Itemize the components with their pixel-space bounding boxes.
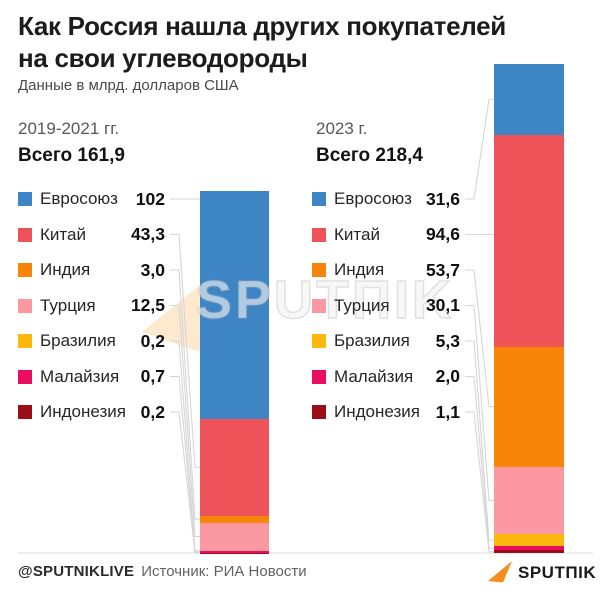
legend-label: Китай: [40, 224, 86, 244]
legend-label: Малайзия: [40, 366, 120, 386]
bar-segment: [494, 134, 564, 347]
connector-line: [465, 304, 494, 502]
bar-segment: [494, 346, 564, 467]
total-label: Всего 161,9: [18, 145, 125, 166]
legend-label: Евросоюз: [40, 189, 118, 208]
bar-segment: [200, 418, 269, 516]
legend-swatch-icon: [312, 263, 326, 277]
legend-swatch-icon: [18, 298, 32, 313]
legend-row: Турция 30,1: [312, 292, 460, 320]
bar-segment: [200, 550, 269, 553]
bar-segment: [494, 534, 564, 547]
legend-row: Индия 3,0: [18, 256, 165, 284]
footer: @SPUTNIKLIVE Источник: РИА Новости: [18, 563, 307, 580]
legend-row: Евросоюз 102: [18, 185, 165, 213]
legend-row: Китай 43,3: [18, 221, 165, 249]
legend-value: 94,6: [425, 224, 460, 244]
legend-row: Индонезия 1,1: [312, 398, 460, 426]
legend-value: 1,1: [435, 401, 460, 422]
legend-swatch-icon: [18, 227, 32, 242]
connector-line: [465, 340, 494, 541]
stacked-bar-2023: [494, 64, 564, 553]
legend-row: Малайзия 2,0: [312, 363, 460, 391]
stacked-bar-2019-2021: [200, 190, 269, 553]
subtitle: Данные в млрд. долларов США: [18, 77, 239, 94]
legend-row: Индонезия 0,2: [18, 398, 165, 426]
connector-line: [170, 269, 200, 520]
legend-value: 102: [135, 188, 165, 209]
legend-row: Китай 94,6: [312, 221, 460, 249]
sputnik-logo: SPUTΠIK: [487, 561, 596, 584]
legend-value: 3,0: [140, 259, 165, 280]
connector-line: [465, 269, 494, 408]
legend-row: Индия 53,7: [312, 256, 460, 284]
legend-swatch-icon: [312, 334, 326, 348]
legend-label: Бразилия: [40, 331, 116, 350]
bar-segment: [200, 515, 269, 523]
legend-swatch-icon: [18, 334, 32, 348]
legend-swatch-icon: [312, 405, 326, 419]
legend-label: Индонезия: [40, 402, 126, 421]
bar-segment: [200, 522, 269, 551]
column-header-2019-2021: 2019-2021 гг. Всего 161,9: [18, 119, 125, 167]
legend-row: Бразилия 0,2: [18, 327, 165, 355]
legend-value: 53,7: [425, 259, 460, 280]
legend-row: Евросоюз 31,6: [312, 185, 460, 213]
legend-swatch-icon: [312, 369, 326, 384]
connector-line: [465, 411, 494, 553]
legend-value: 5,3: [435, 330, 460, 351]
legend-label: Индия: [334, 260, 385, 279]
legend-value: 0,2: [140, 401, 165, 422]
legend-swatch-icon: [18, 263, 32, 277]
bar-segment: [494, 550, 564, 553]
period-label: 2023 г.: [316, 119, 368, 138]
legend-label: Турция: [40, 295, 96, 315]
connector-line: [170, 233, 200, 468]
title-line-2: на свои углеводороды: [18, 43, 308, 73]
legend-label: Турция: [334, 295, 390, 315]
legend-swatch-icon: [18, 405, 32, 419]
sputnik-logo-text: SPUTΠIK: [518, 562, 597, 582]
legend-value: 12,5: [130, 295, 165, 315]
legend-row: Турция 12,5: [18, 292, 165, 320]
legend-label: Индия: [40, 260, 91, 279]
period-label: 2019-2021 гг.: [18, 119, 120, 138]
page-title: Как Россия нашла других покупателей на с…: [18, 10, 506, 74]
legend-swatch-icon: [312, 298, 326, 313]
connector-line: [170, 411, 200, 554]
legend-value: 31,6: [425, 188, 460, 209]
legend-swatch-icon: [18, 192, 32, 206]
legend-value: 30,1: [425, 295, 460, 315]
legend-swatch-icon: [312, 227, 326, 242]
sputnik-flame-icon: [488, 561, 512, 583]
sputniklive-handle: @SPUTNIKLIVE: [18, 563, 135, 580]
total-label: Всего 218,4: [316, 145, 423, 166]
legend-label: Малайзия: [334, 366, 414, 386]
connector-line: [465, 98, 494, 200]
source-label: Источник: РИА Новости: [141, 563, 307, 580]
legend-value: 43,3: [130, 224, 165, 244]
legend-row: Бразилия 5,3: [312, 327, 460, 355]
title-line-1: Как Россия нашла других покупателей: [18, 11, 506, 41]
legend-value: 0,7: [140, 366, 165, 386]
legend-swatch-icon: [312, 192, 326, 206]
legend-label: Бразилия: [334, 331, 410, 350]
legend-label: Китай: [334, 224, 380, 244]
legend-value: 0,2: [140, 330, 165, 351]
bar-segment: [200, 190, 269, 419]
column-header-2023: 2023 г. Всего 218,4: [316, 119, 423, 167]
connector-line: [170, 375, 200, 553]
connector-line: [170, 340, 200, 552]
legend-swatch-icon: [18, 369, 32, 384]
connector-line: [170, 304, 200, 538]
connector-line: [465, 375, 494, 549]
legend-label: Евросоюз: [334, 189, 412, 208]
legend-label: Индонезия: [334, 402, 420, 421]
bar-segment: [494, 466, 564, 535]
bar-segment: [494, 64, 564, 135]
bar-segment: [494, 546, 564, 551]
legend-value: 2,0: [435, 366, 460, 386]
legend-row: Малайзия 0,7: [18, 363, 165, 391]
